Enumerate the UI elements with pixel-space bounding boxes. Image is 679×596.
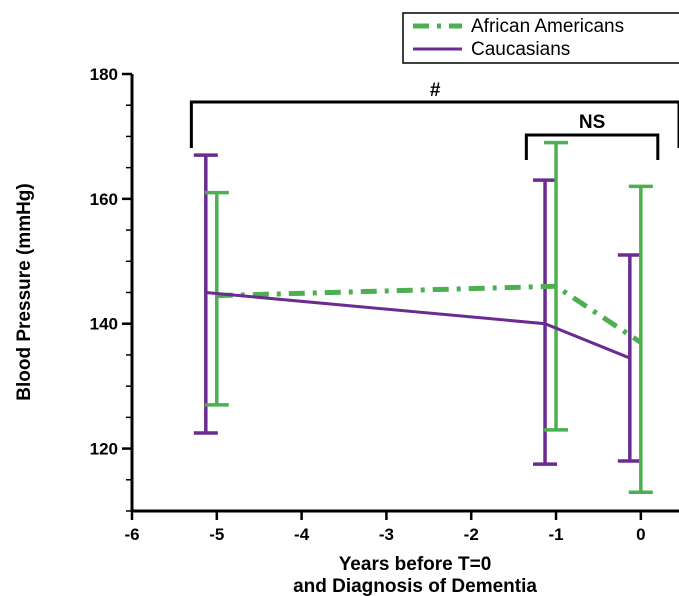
x-tick-label: -4 — [294, 525, 310, 544]
series-lines — [205, 283, 643, 360]
ns-label: NS — [579, 112, 605, 133]
error-bars — [193, 140, 653, 495]
y-tick-label: 140 — [90, 315, 118, 334]
x-tick-label: -5 — [209, 525, 224, 544]
hash-bracket — [189, 100, 679, 148]
legend-box — [402, 12, 679, 64]
significance-brackets: # NS — [189, 80, 679, 160]
y-axis-title: Blood Pressure (mmHg) — [14, 183, 35, 400]
x-tick-label: 0 — [636, 525, 645, 544]
x-axis-title-line1: Years before T=0 — [339, 554, 492, 575]
legend-label-african-americans: African Americans — [471, 16, 624, 37]
series-line-african-americans — [216, 283, 643, 345]
x-tick-label: -6 — [124, 525, 139, 544]
series-line-caucasians — [205, 291, 631, 360]
hash-label: # — [430, 80, 441, 101]
ticks: -6 -5 -4 -3 -2 -1 0 120 140 160 180 — [90, 65, 646, 544]
x-axis-title-line2: and Diagnosis of Dementia — [293, 576, 537, 596]
x-tick-label: -3 — [379, 525, 394, 544]
ns-bracket — [524, 133, 660, 160]
legend-label-caucasians: Caucasians — [471, 39, 570, 60]
x-tick-label: -2 — [464, 525, 479, 544]
legend: African Americans Caucasians — [402, 12, 679, 64]
y-tick-label: 180 — [90, 65, 118, 84]
y-tick-label: 160 — [90, 190, 118, 209]
x-tick-label: -1 — [548, 525, 563, 544]
y-tick-label: 120 — [90, 440, 118, 459]
